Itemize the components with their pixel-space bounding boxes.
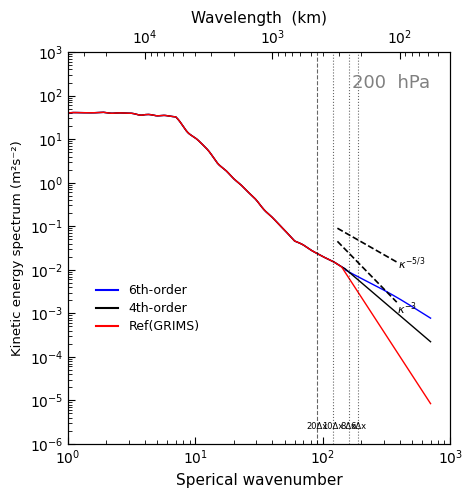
- Line: 6th-order: 6th-order: [68, 112, 430, 318]
- 4th-order: [99, 109, 105, 115]
- 4th-order: [242, 186, 247, 192]
- Ref(GRIMS): [418, 385, 423, 391]
- Ref(GRIMS): [351, 282, 356, 288]
- 6th-order: [232, 177, 238, 183]
- 6th-order: [99, 109, 105, 115]
- 4th-order: [65, 110, 71, 116]
- Y-axis label: Kinetic energy spectrum (m²s⁻²): Kinetic energy spectrum (m²s⁻²): [11, 140, 24, 356]
- 6th-order: [428, 315, 433, 321]
- X-axis label: Sperical wavenumber: Sperical wavenumber: [176, 473, 343, 488]
- 6th-order: [351, 271, 356, 277]
- Ref(GRIMS): [65, 110, 71, 116]
- Text: 10Δx: 10Δx: [322, 422, 344, 431]
- Text: $\kappa^{-5/3}$: $\kappa^{-5/3}$: [398, 255, 426, 272]
- Text: 8Δx: 8Δx: [341, 422, 357, 431]
- Text: $\kappa^{-3}$: $\kappa^{-3}$: [398, 300, 417, 317]
- 6th-order: [418, 309, 423, 315]
- 4th-order: [84, 110, 90, 116]
- Text: 200  hPa: 200 hPa: [352, 74, 430, 92]
- 4th-order: [417, 330, 423, 336]
- 4th-order: [418, 330, 423, 336]
- Ref(GRIMS): [84, 110, 90, 116]
- X-axis label: Wavelength  (km): Wavelength (km): [191, 11, 327, 26]
- Text: 20Δx: 20Δx: [306, 422, 328, 431]
- 6th-order: [417, 308, 423, 314]
- 6th-order: [84, 110, 90, 116]
- Ref(GRIMS): [232, 177, 238, 183]
- Legend: 6th-order, 4th-order, Ref(GRIMS): 6th-order, 4th-order, Ref(GRIMS): [90, 278, 206, 340]
- Line: 4th-order: 4th-order: [68, 112, 430, 342]
- Text: 6Δx: 6Δx: [350, 422, 366, 431]
- Ref(GRIMS): [428, 401, 433, 407]
- Ref(GRIMS): [242, 186, 247, 192]
- 4th-order: [428, 339, 433, 345]
- 6th-order: [242, 186, 247, 192]
- 4th-order: [232, 177, 238, 183]
- Ref(GRIMS): [417, 384, 423, 390]
- 6th-order: [65, 110, 71, 116]
- Line: Ref(GRIMS): Ref(GRIMS): [68, 112, 430, 404]
- Ref(GRIMS): [99, 109, 105, 115]
- 4th-order: [351, 273, 356, 279]
